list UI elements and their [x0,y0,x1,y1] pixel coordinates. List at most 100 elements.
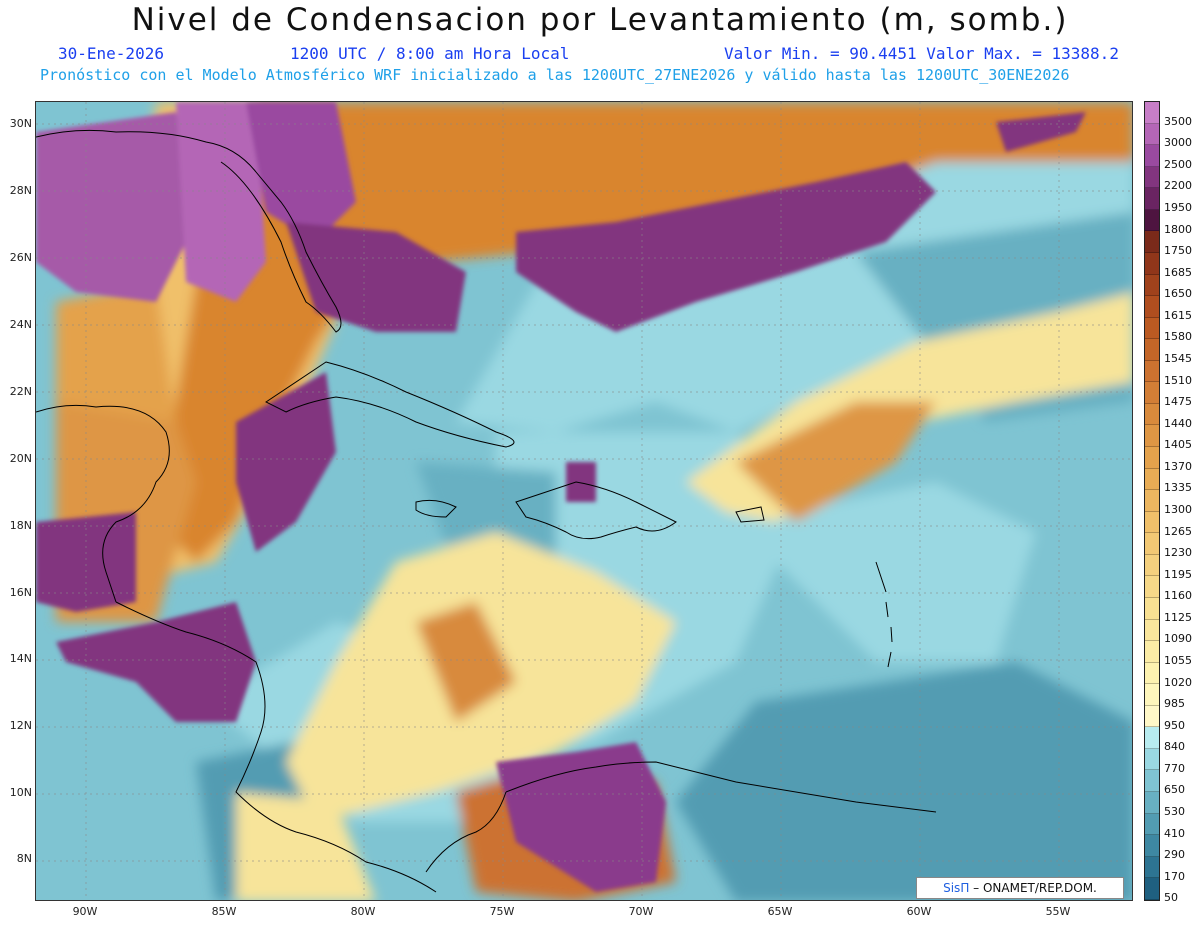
lat-label: 26N [9,251,32,264]
field-shading [56,102,1132,900]
colorbar-swatch [1145,684,1159,706]
colorbar-swatch [1145,511,1159,534]
colorbar-swatch [1145,382,1159,404]
colorbar-label: 1195 [1164,567,1192,581]
colorbar-label: 1650 [1164,287,1192,301]
colorbar-swatch [1145,209,1159,232]
colorbar-swatch [1145,727,1159,749]
colorbar [1144,101,1160,901]
lon-label: 65W [767,905,793,918]
lat-label: 24N [9,318,32,331]
colorbar-swatch [1145,252,1159,275]
colorbar-label: 1475 [1164,395,1192,409]
colorbar-label: 1300 [1164,503,1192,516]
colorbar-swatch [1145,705,1159,728]
colorbar-label: 1055 [1164,653,1192,667]
lon-label: 85W [211,905,237,918]
lat-label: 28N [9,184,32,197]
colorbar-label: 50 [1164,891,1178,905]
colorbar-swatch [1145,748,1159,771]
map-canvas [36,102,1132,900]
colorbar-label: 770 [1164,761,1185,775]
colorbar-label: 1125 [1164,610,1192,624]
colorbar-swatch [1145,166,1159,189]
colorbar-label: 1230 [1164,546,1192,560]
colorbar-label: 1580 [1164,330,1192,344]
colorbar-swatch [1145,274,1159,297]
colorbar-label: 3500 [1164,114,1192,128]
colorbar-swatch [1145,425,1159,447]
colorbar-swatch [1145,102,1159,124]
lat-label: 8N [16,852,32,865]
colorbar-label: 1545 [1164,352,1192,366]
colorbar-swatch [1145,641,1159,663]
colorbar-label: 1750 [1164,244,1192,258]
colorbar-swatch [1145,533,1159,555]
colorbar-swatch [1145,792,1159,814]
lon-label: 60W [906,905,932,918]
min-max-values: Valor Min. = 90.4451 Valor Max. = 13388.… [724,44,1119,63]
colorbar-label: 1370 [1164,459,1192,473]
colorbar-label: 410 [1164,826,1185,840]
colorbar-label: 950 [1164,718,1185,732]
colorbar-swatch [1145,188,1159,210]
lat-label: 10N [9,786,32,799]
colorbar-label: 1265 [1164,524,1192,538]
colorbar-label: 840 [1164,740,1185,754]
colorbar-swatch [1145,554,1159,577]
lon-label: 90W [72,905,98,918]
colorbar-swatch [1145,317,1159,340]
colorbar-label: 1090 [1164,632,1192,646]
colorbar-swatch [1145,597,1159,620]
colorbar-swatch [1145,231,1159,253]
lat-label: 12N [9,719,32,732]
lat-label: 22N [9,385,32,398]
credit-text: – ONAMET/REP.DOM. [969,881,1097,895]
colorbar-swatch [1145,403,1159,426]
colorbar-label: 985 [1164,697,1185,711]
purple-high-lcl [36,102,1086,892]
colorbar-swatch [1145,123,1159,146]
colorbar-swatch [1145,835,1159,857]
colorbar-swatch [1145,662,1159,685]
colorbar-swatch [1145,878,1159,900]
forecast-time: 1200 UTC / 8:00 am Hora Local [290,44,570,63]
lcl-map [35,101,1133,901]
colorbar-swatch [1145,813,1159,836]
colorbar-swatch [1145,145,1159,167]
map-title: Nivel de Condensacion por Levantamiento … [131,2,1069,38]
lon-label: 70W [628,905,654,918]
colorbar-swatch [1145,619,1159,642]
colorbar-label: 1335 [1164,481,1192,495]
colorbar-swatch [1145,856,1159,879]
colorbar-label: 3000 [1164,136,1192,150]
colorbar-label: 1440 [1164,416,1192,430]
sispi-logo-text: SisΠ [943,881,970,895]
colorbar-swatch [1145,490,1159,512]
lat-label: 30N [9,117,32,130]
colorbar-label: 2200 [1164,179,1192,193]
lon-label: 80W [350,905,376,918]
colorbar-swatch [1145,770,1159,792]
colorbar-label: 1510 [1164,373,1192,387]
lat-label: 16N [9,586,32,599]
colorbar-swatch [1145,447,1159,469]
colorbar-label: 170 [1164,869,1185,883]
colorbar-label: 1405 [1164,438,1192,452]
lat-label: 20N [9,452,32,465]
lat-label: 18N [9,519,32,532]
colorbar-swatch [1145,576,1159,598]
coastlines [36,129,937,893]
colorbar-swatch [1145,360,1159,383]
forecast-description: Pronóstico con el Modelo Atmosférico WRF… [40,66,1070,84]
forecast-date: 30-Ene-2026 [58,44,164,63]
lat-label: 14N [9,652,32,665]
colorbar-swatch [1145,468,1159,491]
colorbar-label: 1950 [1164,201,1192,215]
colorbar-swatch [1145,339,1159,361]
colorbar-label: 1615 [1164,308,1192,322]
colorbar-label: 1020 [1164,675,1192,689]
colorbar-label: 2500 [1164,157,1192,171]
credit-box: SisΠ – ONAMET/REP.DOM. [916,877,1124,899]
colorbar-swatch [1145,296,1159,318]
